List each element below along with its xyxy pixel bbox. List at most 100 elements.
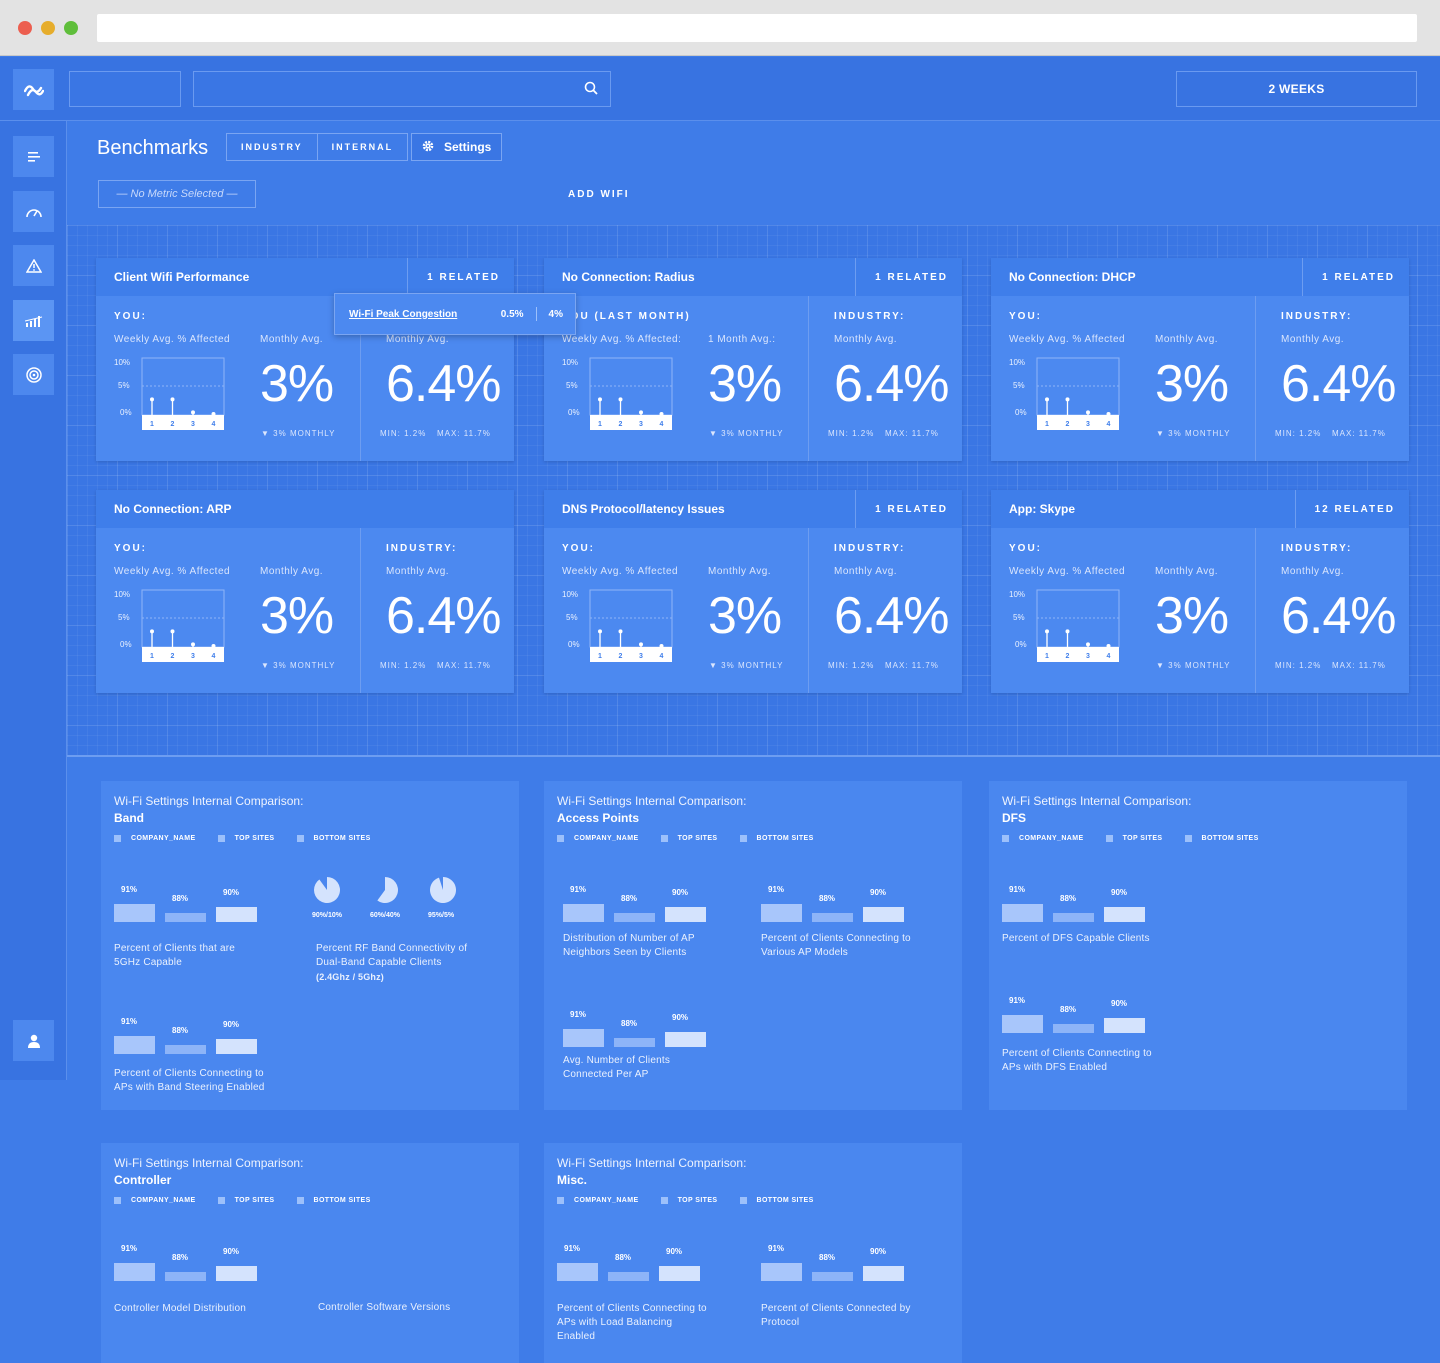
comparison-bar[interactable] — [165, 913, 206, 922]
comparison-bar[interactable] — [1053, 1024, 1094, 1033]
comparison-bar[interactable] — [114, 1036, 155, 1054]
benchmark-card[interactable]: No Connection: Radius 1 RELATED YOU (LAST… — [544, 258, 962, 461]
legend-item[interactable]: TOP SITES — [1105, 835, 1163, 842]
legend-item[interactable]: TOP SITES — [217, 1197, 275, 1204]
logo-icon[interactable] — [13, 69, 54, 110]
benchmark-card[interactable]: No Connection: ARP YOU: Weekly Avg. % Af… — [96, 490, 514, 693]
week-point[interactable] — [1106, 411, 1111, 416]
week-point[interactable] — [170, 629, 175, 634]
comparison-bar[interactable] — [659, 1266, 700, 1281]
close-window-icon[interactable] — [18, 21, 32, 35]
address-bar[interactable] — [97, 14, 1417, 42]
settings-button[interactable]: Settings — [411, 133, 503, 161]
comparison-bar[interactable] — [614, 1038, 655, 1047]
comparison-bar[interactable] — [863, 907, 904, 922]
metric-select[interactable]: — No Metric Selected — — [98, 180, 256, 208]
comparison-bar[interactable] — [812, 1272, 853, 1281]
week-point[interactable] — [191, 410, 195, 415]
week-point[interactable] — [659, 411, 664, 416]
network-target-icon[interactable] — [13, 354, 54, 395]
alerts-warning-icon[interactable] — [13, 245, 54, 286]
legend-item[interactable]: TOP SITES — [217, 835, 275, 842]
week-point[interactable] — [598, 397, 602, 402]
related-count[interactable]: 12 RELATED — [1294, 490, 1409, 528]
related-count[interactable]: 1 RELATED — [1302, 258, 1409, 296]
week-point[interactable] — [618, 629, 623, 634]
comparison-bar[interactable] — [216, 1266, 257, 1281]
tooltip-metric-link[interactable]: Wi-Fi Peak Congestion — [349, 308, 458, 320]
legend-item[interactable]: COMPANY_NAME — [557, 1197, 639, 1204]
legend-item[interactable]: BOTTOM SITES — [296, 835, 371, 842]
comparison-bar[interactable] — [665, 907, 706, 922]
comparison-bar[interactable] — [863, 1266, 904, 1281]
benchmark-card[interactable]: No Connection: DHCP 1 RELATED YOU: Weekly… — [991, 258, 1409, 461]
tab-industry[interactable]: INDUSTRY — [241, 142, 303, 152]
week-point[interactable] — [639, 410, 643, 415]
legend-item[interactable]: TOP SITES — [660, 1197, 718, 1204]
comparison-bar[interactable] — [1002, 1015, 1043, 1033]
comparison-bar[interactable] — [216, 907, 257, 922]
comparison-bar[interactable] — [114, 904, 155, 922]
benchmarks-icon[interactable] — [13, 300, 54, 341]
week-point[interactable] — [639, 642, 643, 647]
band-pie-chart[interactable] — [427, 874, 459, 906]
week-point[interactable] — [170, 397, 175, 402]
week-point[interactable] — [1086, 410, 1090, 415]
week-point[interactable] — [618, 397, 623, 402]
band-pie-chart[interactable] — [311, 874, 343, 906]
legend-item[interactable]: BOTTOM SITES — [739, 1197, 814, 1204]
benchmark-card[interactable]: Client Wifi Performance 1 RELATED YOU: We… — [96, 258, 514, 461]
comparison-bar[interactable] — [165, 1272, 206, 1281]
week-point[interactable] — [1045, 397, 1049, 402]
comparison-bar[interactable] — [563, 1029, 604, 1047]
dashboard-gauge-icon[interactable] — [13, 191, 54, 232]
site-selector[interactable] — [69, 71, 181, 107]
week-point[interactable] — [150, 397, 154, 402]
week-point[interactable] — [1106, 643, 1111, 648]
related-count[interactable]: 1 RELATED — [855, 490, 962, 528]
menu-icon[interactable] — [13, 136, 54, 177]
comparison-bar[interactable] — [1002, 904, 1043, 922]
period-selector[interactable]: 2 WEEKS — [1176, 71, 1417, 107]
comparison-bar[interactable] — [1104, 1018, 1145, 1033]
band-pie-chart[interactable] — [369, 874, 401, 906]
legend-item[interactable]: BOTTOM SITES — [1184, 835, 1259, 842]
comparison-bar[interactable] — [608, 1272, 649, 1281]
comparison-bar[interactable] — [761, 1263, 802, 1281]
week-point[interactable] — [1086, 642, 1090, 647]
search-input[interactable] — [193, 71, 611, 107]
search-icon[interactable] — [584, 81, 598, 100]
related-count[interactable]: 1 RELATED — [855, 258, 962, 296]
week-point[interactable] — [150, 629, 154, 634]
legend-item[interactable]: BOTTOM SITES — [296, 1197, 371, 1204]
week-point[interactable] — [659, 643, 664, 648]
comparison-bar[interactable] — [665, 1032, 706, 1047]
comparison-bar[interactable] — [812, 913, 853, 922]
comparison-bar[interactable] — [1053, 913, 1094, 922]
week-point[interactable] — [1065, 629, 1070, 634]
minimize-window-icon[interactable] — [41, 21, 55, 35]
comparison-bar[interactable] — [165, 1045, 206, 1054]
tab-internal[interactable]: INTERNAL — [316, 134, 408, 160]
week-point[interactable] — [1065, 397, 1070, 402]
user-profile-icon[interactable] — [13, 1020, 54, 1061]
week-point[interactable] — [211, 411, 216, 416]
benchmark-card[interactable]: App: Skype 12 RELATED YOU: Weekly Avg. % … — [991, 490, 1409, 693]
comparison-bar[interactable] — [563, 904, 604, 922]
comparison-bar[interactable] — [761, 904, 802, 922]
legend-item[interactable]: COMPANY_NAME — [114, 1197, 196, 1204]
maximize-window-icon[interactable] — [64, 21, 78, 35]
legend-item[interactable]: COMPANY_NAME — [557, 835, 639, 842]
comparison-bar[interactable] — [114, 1263, 155, 1281]
comparison-bar[interactable] — [557, 1263, 598, 1281]
comparison-bar[interactable] — [1104, 907, 1145, 922]
comparison-bar[interactable] — [614, 913, 655, 922]
benchmark-card[interactable]: DNS Protocol/latency Issues 1 RELATED YOU… — [544, 490, 962, 693]
comparison-bar[interactable] — [216, 1039, 257, 1054]
related-count[interactable]: 1 RELATED — [407, 258, 514, 296]
week-point[interactable] — [211, 643, 216, 648]
week-point[interactable] — [191, 642, 195, 647]
legend-item[interactable]: TOP SITES — [660, 835, 718, 842]
week-point[interactable] — [598, 629, 602, 634]
legend-item[interactable]: COMPANY_NAME — [114, 835, 196, 842]
